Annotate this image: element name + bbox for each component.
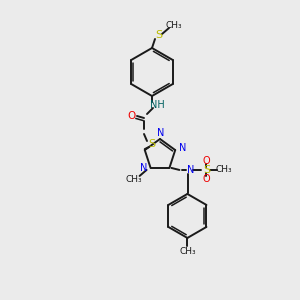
Text: S: S [203, 165, 210, 175]
Text: S: S [155, 30, 163, 40]
Text: CH₃: CH₃ [166, 20, 182, 29]
Text: N: N [140, 163, 147, 173]
Text: O: O [127, 111, 135, 121]
Text: N: N [157, 128, 165, 138]
Text: N: N [178, 143, 186, 153]
Text: CH₃: CH₃ [179, 248, 196, 256]
Text: NH: NH [150, 100, 164, 110]
Text: CH₃: CH₃ [215, 165, 232, 174]
Text: CH₃: CH₃ [125, 176, 142, 184]
Text: O: O [202, 174, 210, 184]
Text: O: O [202, 156, 210, 166]
Text: N: N [187, 165, 194, 175]
Text: S: S [148, 139, 156, 149]
